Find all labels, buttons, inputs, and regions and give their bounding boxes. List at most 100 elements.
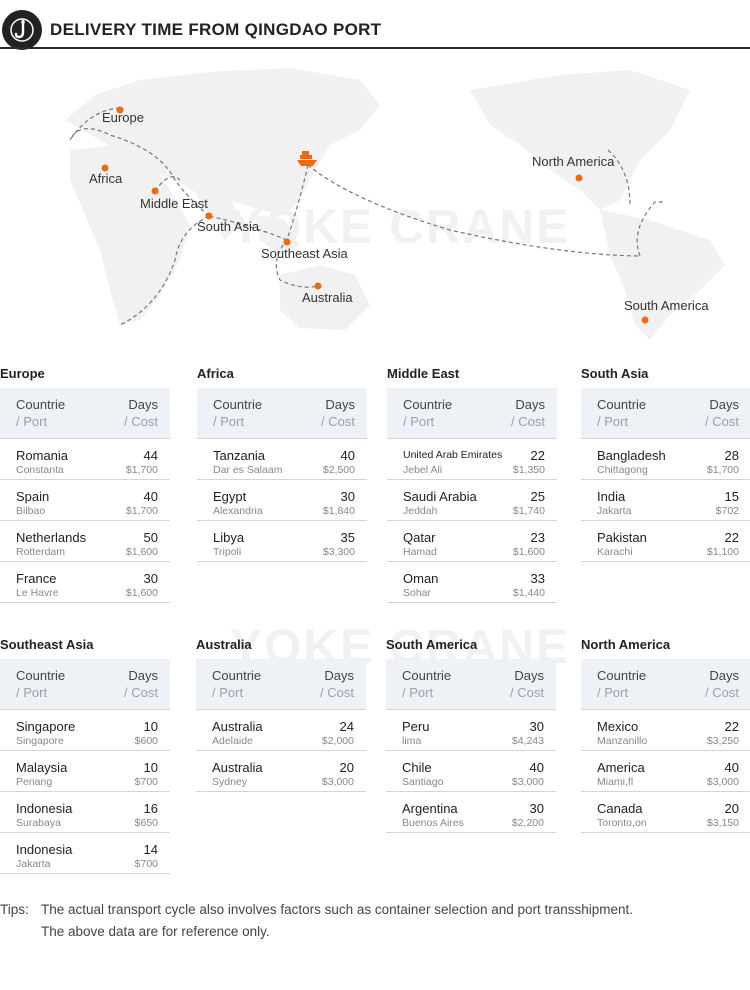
region-title: South America xyxy=(386,637,478,652)
days-value: 10 xyxy=(143,760,158,775)
table-header: Countrie / Port Days / Cost xyxy=(387,388,557,438)
table-row: Australia Adelaide 24 $2,000 xyxy=(196,710,366,751)
tips-line-2: The above data are for reference only. xyxy=(41,924,270,939)
cost-value: $700 xyxy=(134,858,158,870)
port-name: lima xyxy=(402,735,422,747)
days-value: 25 xyxy=(530,489,545,504)
country-name: Libya xyxy=(213,530,245,545)
table-header: Countrie / Port Days / Cost xyxy=(0,659,170,709)
days-value: 22 xyxy=(724,719,739,734)
table-body: Tanzania Dar es Salaam 40 $2,500 Egypt A… xyxy=(197,438,367,562)
table-header: Countrie / Port Days / Cost xyxy=(581,659,750,709)
country-name: United Arab Emirates xyxy=(403,449,503,461)
cost-value: $1,350 xyxy=(512,464,545,476)
region-table-north-america: North America Countrie / Port Days / Cos… xyxy=(581,635,750,833)
country-name: Saudi Arabia xyxy=(403,489,477,504)
country-name: Tanzania xyxy=(213,448,266,463)
header-port: / Port xyxy=(597,414,629,429)
port-name: Tripoli xyxy=(213,546,242,558)
port-name: Jakarta xyxy=(597,505,632,517)
ship-icon xyxy=(297,151,317,166)
region-table-south-america: South America Countrie / Port Days / Cos… xyxy=(386,635,556,833)
days-value: 24 xyxy=(339,719,354,734)
port-name: Chittagong xyxy=(597,464,648,476)
days-value: 23 xyxy=(530,530,545,545)
region-title: North America xyxy=(581,637,671,652)
table-row: Australia Sydney 20 $3,000 xyxy=(196,751,366,792)
header-cost: / Cost xyxy=(320,685,354,700)
port-name: Jebel Ali xyxy=(403,464,443,476)
map-label-southeast-asia: Southeast Asia xyxy=(261,246,348,261)
country-name: Egypt xyxy=(213,489,247,504)
cost-value: $1,840 xyxy=(322,505,355,517)
table-row: Argentina Buenos Aires 30 $2,200 xyxy=(386,792,556,833)
table-row: Malaysia Penang 10 $700 xyxy=(0,751,170,792)
table-row: Canada Toronto,on 20 $3,150 xyxy=(581,792,750,833)
header-days: Days xyxy=(515,397,545,412)
table-body: Singapore Singapore 10 $600 Malaysia Pen… xyxy=(0,709,170,874)
table-row: Singapore Singapore 10 $600 xyxy=(0,710,170,751)
country-name: Singapore xyxy=(16,719,76,734)
days-value: 30 xyxy=(529,719,544,734)
country-name: India xyxy=(597,489,626,504)
header-cost: / Cost xyxy=(124,414,158,429)
region-table-europe: Europe Countrie / Port Days / Cost Roman… xyxy=(0,364,170,603)
port-name: Hamad xyxy=(403,546,437,558)
table-row: Indonesia Surabaya 16 $650 xyxy=(0,792,170,833)
table-row: Bangladesh Chittagong 28 $1,700 xyxy=(581,439,750,480)
port-name: Sydney xyxy=(212,776,248,788)
country-name: Pakistan xyxy=(597,530,647,545)
header-country: Countrie xyxy=(16,668,66,683)
cost-value: $2,500 xyxy=(322,464,355,476)
country-name: Indonesia xyxy=(16,801,73,816)
days-value: 20 xyxy=(339,760,354,775)
table-body: Mexico Manzanillo 22 $3,250 America Miam… xyxy=(581,709,750,833)
port-name: Manzanillo xyxy=(597,735,648,747)
days-value: 30 xyxy=(529,801,544,816)
cost-value: $3,000 xyxy=(321,776,354,788)
hook-icon xyxy=(2,10,42,50)
country-name: Mexico xyxy=(597,719,639,734)
table-header: Countrie / Port Days / Cost xyxy=(386,659,556,709)
cost-value: $1,700 xyxy=(706,464,739,476)
page-title: DELIVERY TIME FROM QINGDAO PORT xyxy=(50,20,382,39)
header-port: / Port xyxy=(16,685,48,700)
port-name: Jeddah xyxy=(403,505,438,517)
days-value: 14 xyxy=(143,842,158,857)
table-row: Tanzania Dar es Salaam 40 $2,500 xyxy=(197,439,367,480)
cost-value: $2,200 xyxy=(511,817,544,829)
cost-value: $3,300 xyxy=(322,546,355,558)
port-name: Sohar xyxy=(403,587,432,599)
region-title: Australia xyxy=(196,637,252,652)
days-value: 22 xyxy=(724,530,739,545)
cost-value: $650 xyxy=(134,817,158,829)
cost-value: $4,243 xyxy=(511,735,544,747)
table-row: Qatar Hamad 23 $1,600 xyxy=(387,521,557,562)
country-name: Australia xyxy=(212,719,263,734)
days-value: 33 xyxy=(530,571,545,586)
header-cost: / Cost xyxy=(510,685,544,700)
table-row: Saudi Arabia Jeddah 25 $1,740 xyxy=(387,480,557,521)
port-name: Constanta xyxy=(16,464,64,476)
cost-value: $3,250 xyxy=(706,735,739,747)
header-days: Days xyxy=(514,668,544,683)
header-port: / Port xyxy=(16,414,48,429)
days-value: 44 xyxy=(143,448,158,463)
table-row: Pakistan Karachi 22 $1,100 xyxy=(581,521,750,562)
cost-value: $1,600 xyxy=(125,546,158,558)
header-country: Countrie xyxy=(212,668,262,683)
port-name: Buenos Aires xyxy=(402,817,464,829)
country-name: Australia xyxy=(212,760,263,775)
port-name: Alexandria xyxy=(213,505,263,517)
table-body: Australia Adelaide 24 $2,000 Australia S… xyxy=(196,709,366,792)
country-name: Peru xyxy=(402,719,430,734)
header-days: Days xyxy=(128,397,158,412)
tips-line-1: The actual transport cycle also involves… xyxy=(41,902,634,917)
region-table-south-asia: South Asia Countrie / Port Days / Cost B… xyxy=(581,364,750,562)
days-value: 10 xyxy=(143,719,158,734)
region-title: Southeast Asia xyxy=(0,637,94,652)
table-row: Indonesia Jakarta 14 $700 xyxy=(0,833,170,874)
table-row: America Miami,fl 40 $3,000 xyxy=(581,751,750,792)
days-value: 40 xyxy=(724,760,739,775)
table-row: United Arab Emirates Jebel Ali 22 $1,350 xyxy=(387,439,557,480)
